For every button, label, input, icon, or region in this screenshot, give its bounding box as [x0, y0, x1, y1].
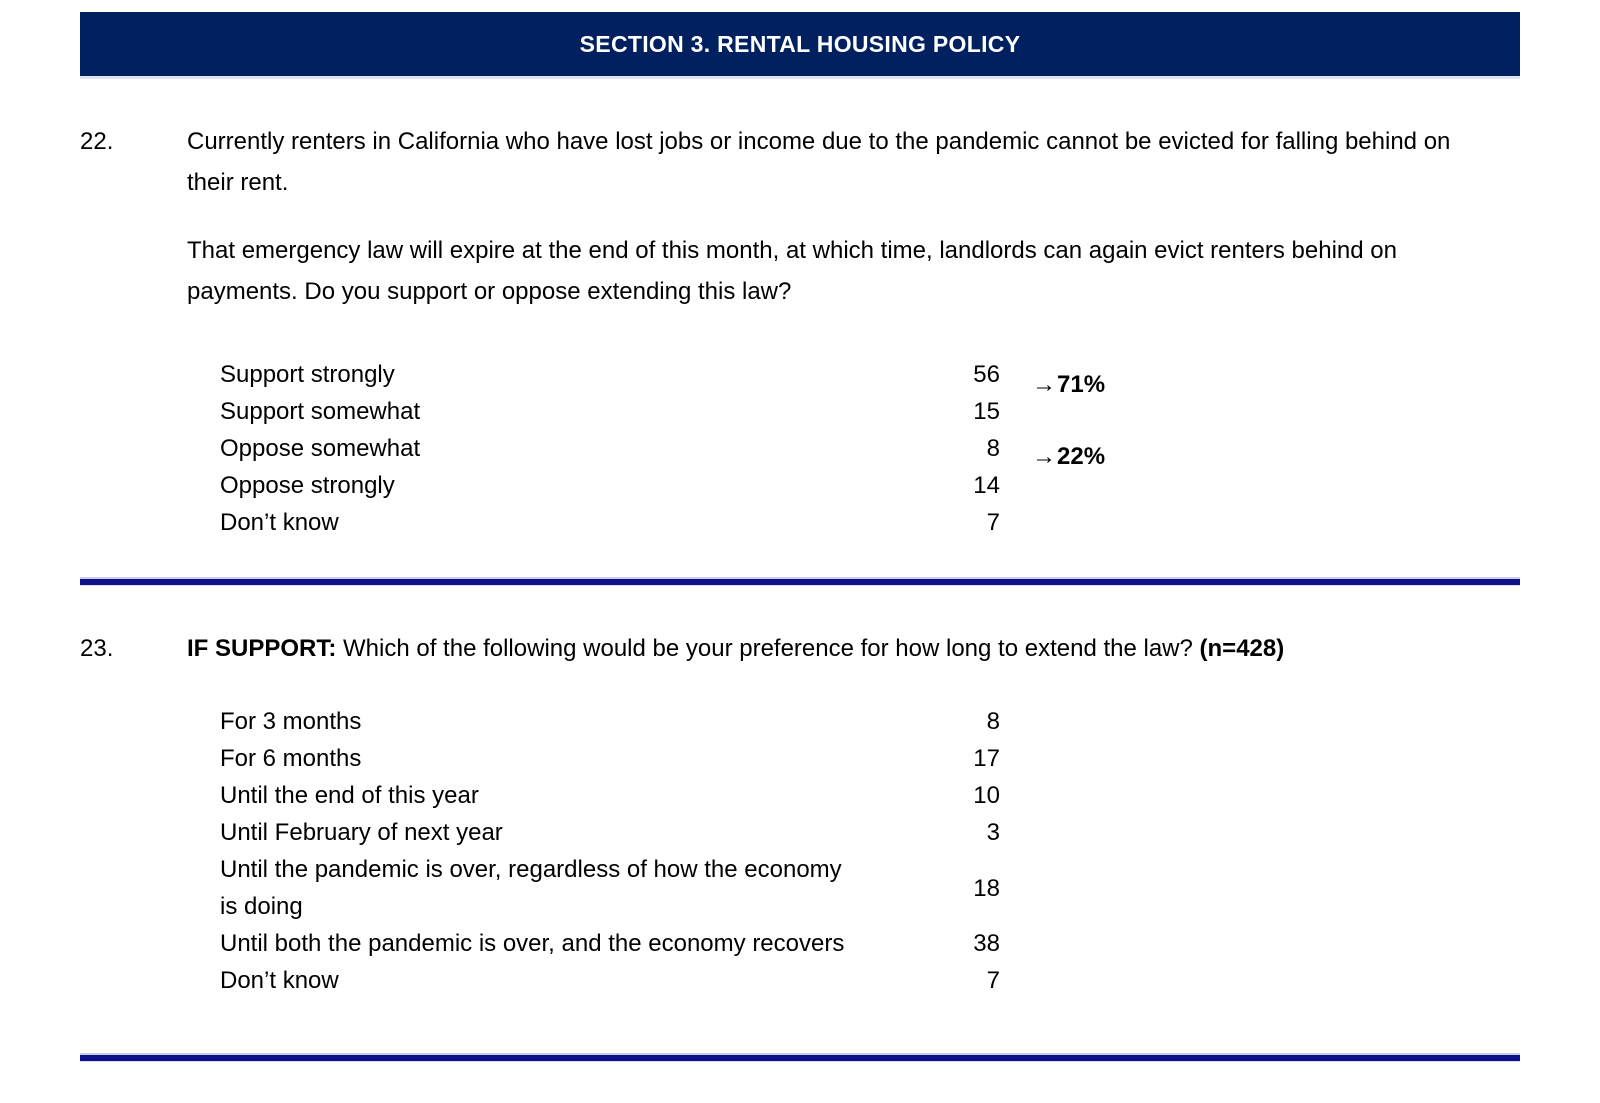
- response-value: 3: [986, 819, 1000, 846]
- response-value: 8: [986, 435, 1000, 462]
- response-row: Until the pandemic is over, regardless o…: [220, 851, 1000, 925]
- response-label: Until the pandemic is over, regardless o…: [220, 856, 842, 920]
- question-23: 23. IF SUPPORT: Which of the following w…: [80, 628, 1520, 999]
- response-value: 10: [973, 782, 1000, 809]
- response-label: For 6 months: [220, 745, 362, 772]
- response-row: For 6 months 17: [220, 740, 1000, 777]
- section-divider: [80, 1053, 1520, 1062]
- response-label: Oppose strongly: [220, 472, 395, 499]
- response-row: Don’t know 7: [220, 962, 1000, 999]
- question-23-sample-size: (n=428): [1199, 635, 1285, 662]
- section-divider: [80, 577, 1520, 586]
- response-value: 15: [973, 398, 1000, 425]
- response-row: For 3 months 8: [220, 703, 1000, 740]
- aggregate-oppose-total: →22%: [1032, 438, 1105, 475]
- response-label: Don’t know: [220, 967, 339, 994]
- response-row: Until both the pandemic is over, and the…: [220, 925, 1000, 962]
- aggregate-oppose-percent: 22%: [1057, 443, 1106, 470]
- right-arrow-icon: →: [1032, 371, 1056, 398]
- response-label: For 3 months: [220, 708, 362, 735]
- response-value: 7: [986, 509, 1000, 536]
- response-row: Until February of next year 3: [220, 814, 1000, 851]
- aggregate-support-percent: 71%: [1057, 371, 1106, 398]
- response-label: Until both the pandemic is over, and the…: [220, 930, 845, 957]
- response-value: 17: [973, 745, 1000, 772]
- question-22-paragraph-2: That emergency law will expire at the en…: [187, 237, 1397, 305]
- response-label: Until the end of this year: [220, 782, 479, 809]
- response-row: Support strongly 56: [220, 356, 1000, 393]
- response-label: Support strongly: [220, 361, 395, 388]
- question-23-text: IF SUPPORT: Which of the following would…: [187, 628, 1482, 669]
- response-value: 14: [973, 472, 1000, 499]
- section-title: SECTION 3. RENTAL HOUSING POLICY: [579, 30, 1021, 57]
- question-22-number: 22.: [80, 128, 114, 155]
- question-23-response-table: For 3 months 8 For 6 months 17 Until the…: [220, 703, 1000, 999]
- response-value: 7: [986, 967, 1000, 994]
- response-row: Oppose strongly 14: [220, 467, 1000, 504]
- question-22-response-table: Support strongly 56 Support somewhat 15 …: [220, 356, 1105, 541]
- response-value: 56: [973, 361, 1000, 388]
- question-23-prefix: IF SUPPORT:: [187, 635, 337, 662]
- right-arrow-icon: →: [1032, 443, 1056, 470]
- question-22-body: Currently renters in California who have…: [187, 121, 1520, 541]
- question-23-number: 23.: [80, 635, 114, 662]
- response-value: 38: [973, 930, 1000, 957]
- aggregate-support-total: →71%: [1032, 366, 1105, 403]
- response-label: Oppose somewhat: [220, 435, 421, 462]
- response-label: Support somewhat: [220, 398, 421, 425]
- response-label: Until February of next year: [220, 819, 503, 846]
- section-header-banner: SECTION 3. RENTAL HOUSING POLICY: [80, 12, 1520, 79]
- response-row: Support somewhat 15: [220, 393, 1000, 430]
- response-label: Don’t know: [220, 509, 339, 536]
- response-value: 8: [986, 708, 1000, 735]
- response-row: Don’t know 7: [220, 504, 1000, 541]
- question-22: 22. Currently renters in California who …: [80, 121, 1520, 541]
- response-row: Until the end of this year 10: [220, 777, 1000, 814]
- response-value: 18: [973, 874, 1000, 902]
- response-row: Oppose somewhat 8: [220, 430, 1000, 467]
- question-23-question: Which of the following would be your pre…: [343, 635, 1193, 662]
- question-23-body: IF SUPPORT: Which of the following would…: [187, 628, 1520, 999]
- question-22-paragraph-1: Currently renters in California who have…: [187, 128, 1451, 196]
